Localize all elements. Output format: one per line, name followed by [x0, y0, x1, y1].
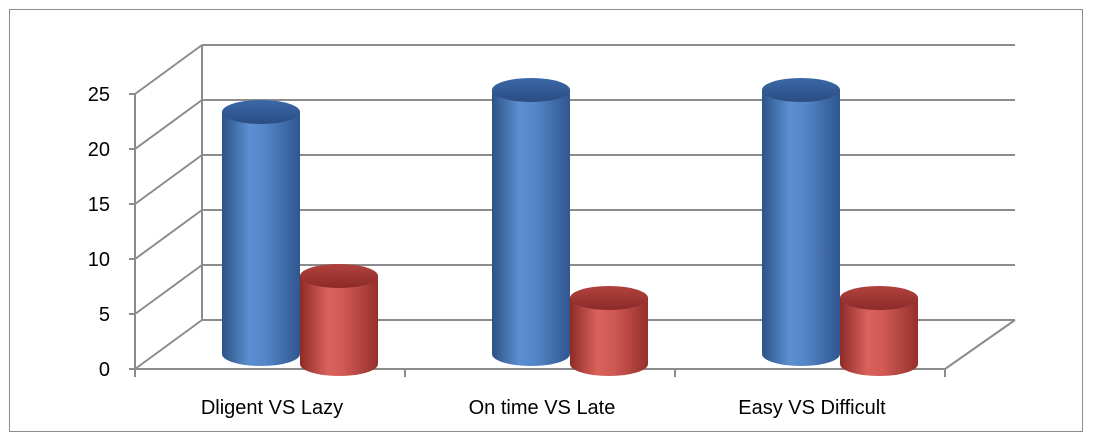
axis-labels: 0 5 10 15 20 25 Dligent VS Lazy On time VS Late… — [88, 84, 886, 419]
y-tick-label: 15 — [88, 194, 110, 216]
bar-body — [222, 112, 300, 366]
gridline-diagonal — [134, 319, 203, 370]
gridline-diagonal — [134, 264, 203, 315]
y-tick-label: 20 — [88, 139, 110, 161]
gridline-diagonal — [134, 154, 203, 205]
y-tick-label: 0 — [99, 359, 110, 381]
bar-red-cylinder — [300, 264, 378, 376]
y-tick-label: 5 — [99, 304, 110, 326]
bars — [222, 78, 918, 376]
bar-blue-cylinder — [492, 78, 570, 366]
bar-red-cylinder — [570, 286, 648, 376]
x-category-label: On time VS Late — [469, 397, 616, 419]
bar-top — [762, 78, 840, 102]
x-category-label: Dligent VS Lazy — [201, 397, 343, 419]
y-tick-label: 25 — [88, 84, 110, 106]
bar-top — [300, 264, 378, 288]
gridline-diagonal — [134, 209, 203, 260]
gridline-diagonal — [134, 99, 203, 150]
bar-top — [492, 78, 570, 102]
bar-body — [570, 298, 648, 376]
axes — [129, 93, 1016, 377]
y-tick-label: 10 — [88, 249, 110, 271]
bar-body — [300, 276, 378, 376]
bar-body — [762, 90, 840, 366]
bar-red-cylinder — [840, 286, 918, 376]
floor-edge — [944, 319, 1016, 370]
bar-top — [570, 286, 648, 310]
gridline-diagonal — [134, 44, 203, 95]
bar-body — [492, 90, 570, 366]
bar-blue-cylinder — [762, 78, 840, 366]
bar-body — [840, 298, 918, 376]
bar-top — [840, 286, 918, 310]
bar-top — [222, 100, 300, 124]
bar-blue-cylinder — [222, 100, 300, 366]
x-category-label: Easy VS Difficult — [738, 397, 886, 419]
